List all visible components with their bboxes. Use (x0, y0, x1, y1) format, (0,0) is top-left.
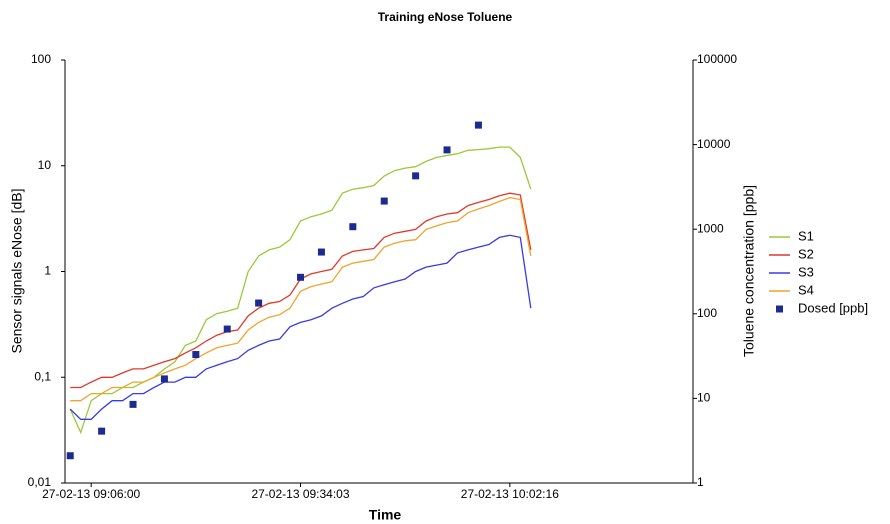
x-tick-label: 27-02-13 09:34:03 (251, 487, 349, 501)
y2-tick-label: 100 (697, 306, 717, 320)
dosed-point (223, 325, 231, 333)
y2-tick-label: 1000 (697, 221, 724, 235)
legend-label: S1 (798, 228, 814, 243)
y2-tick-label: 10000 (697, 137, 731, 151)
x-axis-label: Time (369, 507, 402, 523)
series-line (69, 146, 532, 435)
y2-tick-label: 100000 (697, 52, 737, 66)
dosed-point (474, 121, 482, 129)
chart-title: Training eNose Toluene (378, 10, 513, 24)
dosed-point (160, 375, 168, 383)
dosed-point (66, 452, 74, 460)
y-tick-label: 1 (44, 264, 51, 278)
y2-tick-label: 1 (697, 475, 704, 489)
dosed-point (380, 197, 388, 205)
dosed-point (317, 248, 325, 256)
y2-tick-label: 10 (697, 391, 711, 405)
legend-label: S3 (798, 264, 814, 279)
y-axis-label: Sensor signals eNose [dB] (9, 189, 25, 354)
series-line (69, 234, 532, 420)
x-tick-label: 27-02-13 09:06:00 (42, 487, 140, 501)
y-tick-label: 10 (38, 158, 52, 172)
y-tick-label: 0,01 (28, 475, 52, 489)
dosed-point (255, 299, 263, 307)
y-tick-label: 0,1 (34, 369, 51, 383)
series-line (70, 192, 532, 389)
dosed-point (192, 351, 200, 359)
legend-label: S4 (798, 282, 814, 297)
dosed-point (129, 400, 137, 408)
series-line (70, 196, 532, 402)
dosed-point (412, 172, 420, 180)
y-tick-label: 100 (31, 52, 51, 66)
legend-label: Dosed [ppb] (798, 300, 868, 315)
legend-label: S2 (798, 246, 814, 261)
legend-marker (776, 305, 783, 313)
dosed-point (349, 223, 357, 231)
dosed-point (98, 427, 106, 435)
x-tick-label: 27-02-13 10:02:16 (461, 487, 559, 501)
y2-axis-label: Toluene concentration [ppb] (741, 185, 757, 357)
dosed-point (443, 146, 451, 154)
dosed-point (297, 273, 304, 281)
